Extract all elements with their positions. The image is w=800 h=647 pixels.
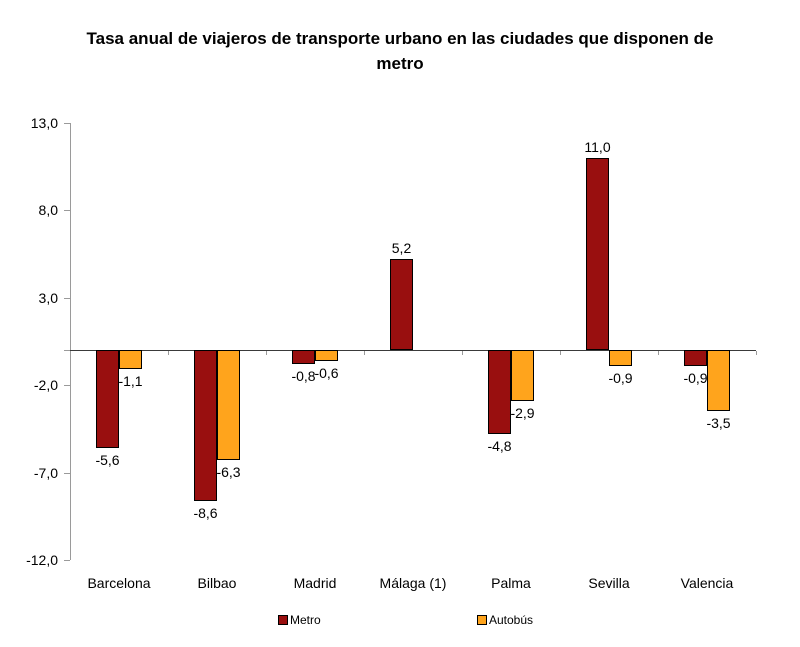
y-axis-tick-label: 3,0	[38, 289, 58, 306]
y-axis-tick-label: -7,0	[33, 464, 58, 481]
y-axis-tick-label: -12,0	[26, 552, 58, 568]
y-axis-tick	[64, 472, 70, 474]
legend-swatch-metro	[278, 615, 288, 625]
value-label-autobus-barcelona: -1,1	[118, 373, 143, 390]
bar-autobus-madrid	[315, 350, 338, 361]
bar-autobus-sevilla	[609, 350, 632, 366]
zero-axis-line	[70, 350, 756, 351]
bar-metro-malaga-1	[390, 259, 413, 350]
value-label-autobus-sevilla: -0,9	[608, 369, 633, 386]
bar-autobus-palma	[511, 350, 534, 401]
legend-label-autobus: Autobús	[489, 613, 534, 627]
bar-metro-barcelona	[96, 350, 119, 448]
x-axis-tick	[462, 351, 463, 355]
bar-autobus-bilbao	[217, 350, 240, 461]
value-label-metro-bilbao: -8,6	[193, 504, 218, 521]
x-axis-label-madrid: Madrid	[293, 575, 337, 591]
y-axis-tick	[64, 385, 70, 386]
value-label-autobus-madrid: -0,6	[314, 364, 339, 381]
x-axis-label-sevilla: Sevilla	[588, 575, 630, 591]
bar-autobus-valencia	[707, 350, 730, 412]
value-label-metro-barcelona: -5,6	[95, 452, 120, 468]
value-label-metro-palma: -4,8	[487, 438, 512, 454]
y-axis-tick-label: 8,0	[38, 202, 58, 218]
value-label-metro-sevilla: 11,0	[584, 138, 611, 155]
bar-metro-valencia	[684, 350, 707, 366]
y-axis-tick	[64, 210, 70, 211]
value-label-metro-malaga-1: 5,2	[391, 240, 412, 256]
bar-metro-madrid	[292, 350, 315, 364]
x-axis-label-palma: Palma	[491, 575, 531, 591]
legend-item-autobus: Autobús	[477, 612, 533, 628]
y-axis-tick	[64, 122, 70, 124]
y-axis-zero-tick	[64, 350, 70, 351]
x-axis-tick	[266, 351, 267, 355]
y-axis-tick-label: -2,0	[33, 377, 58, 393]
x-axis-label-bilbao: Bilbao	[197, 575, 237, 591]
bar-autobus-barcelona	[119, 350, 142, 370]
x-axis-tick	[560, 351, 561, 355]
y-axis-line	[70, 122, 71, 560]
bar-metro-bilbao	[194, 350, 217, 501]
value-label-metro-madrid: -0,8	[291, 368, 316, 384]
x-axis-tick	[70, 351, 71, 355]
x-axis-label-malaga-1: Málaga (1)	[379, 575, 447, 591]
value-label-autobus-valencia: -3,5	[706, 415, 731, 432]
x-axis-tick	[168, 351, 169, 355]
x-axis-tick	[756, 351, 757, 355]
value-label-autobus-bilbao: -6,3	[216, 464, 241, 481]
legend-label-metro: Metro	[290, 613, 321, 627]
y-axis-tick	[64, 560, 70, 561]
bar-metro-sevilla	[586, 157, 609, 350]
x-axis-label-valencia: Valencia	[680, 575, 734, 591]
value-label-autobus-palma: -2,9	[510, 404, 535, 421]
bar-metro-palma	[488, 350, 511, 434]
y-axis-tick-label: 13,0	[30, 114, 58, 131]
y-axis-tick	[64, 297, 70, 299]
chart-title: Tasa anual de viajeros de transporte urb…	[86, 29, 714, 73]
x-axis-tick	[658, 351, 659, 355]
value-label-metro-valencia: -0,9	[683, 369, 708, 386]
x-axis-tick	[364, 351, 365, 355]
legend-item-metro: Metro	[278, 612, 321, 628]
x-axis-label-barcelona: Barcelona	[87, 575, 151, 591]
legend-swatch-autobus	[477, 615, 487, 625]
